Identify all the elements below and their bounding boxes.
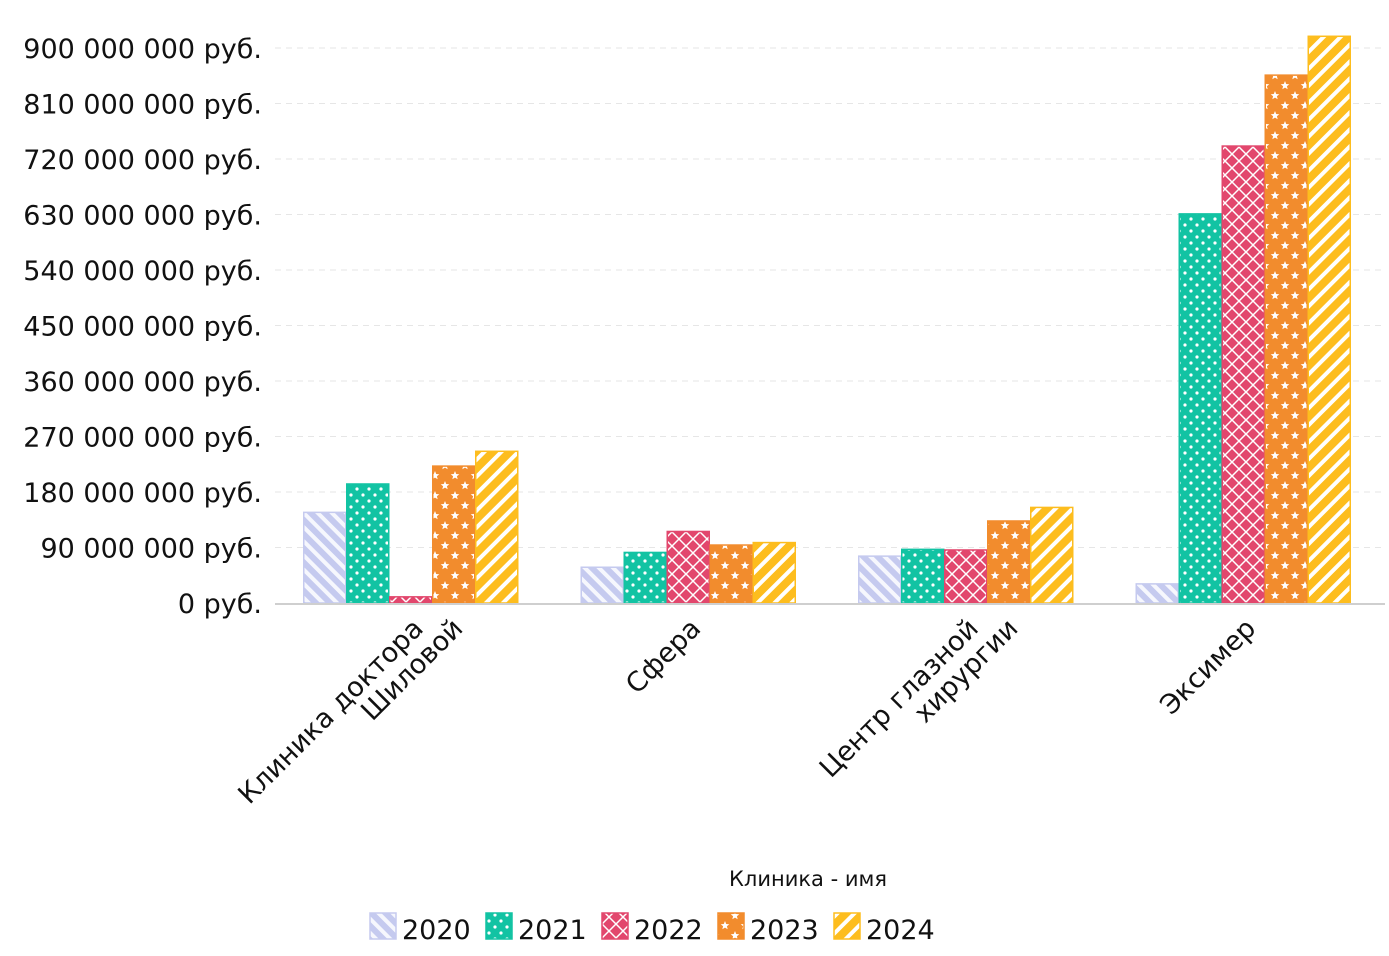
y-tick-label: 360 000 000 руб. bbox=[23, 367, 262, 398]
legend-item-2023[interactable]: 2023 bbox=[717, 912, 819, 946]
bar-2020-cat-1 bbox=[580, 566, 624, 604]
category-label: Эксимер bbox=[1154, 613, 1262, 721]
bar-2023-cat-0 bbox=[432, 465, 476, 604]
category-label-line: Эксимер bbox=[1154, 613, 1262, 721]
category-label-line: Сфера bbox=[620, 613, 707, 700]
bar-2022-cat-1 bbox=[666, 530, 710, 604]
legend-swatch bbox=[485, 912, 513, 940]
y-tick-label: 630 000 000 руб. bbox=[23, 201, 262, 232]
category-label-line: Клиника доктора bbox=[232, 613, 429, 810]
y-tick-label: 180 000 000 руб. bbox=[23, 478, 262, 509]
bar-2022-cat-0 bbox=[389, 596, 433, 604]
y-tick-label: 540 000 000 руб. bbox=[23, 256, 262, 287]
legend: 2020 2021 2022 2023 2024 bbox=[369, 912, 935, 946]
y-axis-tick-labels: 0 руб. 90 000 000 руб. 180 000 000 руб. 270… bbox=[23, 34, 262, 620]
bar-2021-cat-3 bbox=[1178, 213, 1222, 604]
bar-2022-cat-3 bbox=[1221, 145, 1265, 604]
legend-swatch bbox=[833, 912, 861, 940]
legend-item-2022[interactable]: 2022 bbox=[601, 912, 703, 946]
y-tick-label: 720 000 000 руб. bbox=[23, 145, 262, 176]
legend-swatch bbox=[717, 912, 745, 940]
bar-2021-cat-1 bbox=[623, 551, 667, 604]
bar-2022-cat-2 bbox=[944, 549, 988, 604]
legend-item-2024[interactable]: 2024 bbox=[833, 912, 935, 946]
bar-2024-cat-0 bbox=[475, 450, 519, 604]
legend-swatch bbox=[369, 912, 397, 940]
legend-label: 2022 bbox=[634, 915, 703, 946]
y-tick-label: 810 000 000 руб. bbox=[23, 90, 262, 121]
legend-label: 2020 bbox=[402, 915, 471, 946]
bar-2024-cat-1 bbox=[752, 541, 796, 604]
bar-2023-cat-2 bbox=[987, 520, 1031, 604]
y-tick-label: 450 000 000 руб. bbox=[23, 312, 262, 343]
bar-2020-cat-2 bbox=[858, 555, 902, 604]
bar-2023-cat-3 bbox=[1264, 74, 1308, 604]
y-tick-label: 90 000 000 руб. bbox=[40, 534, 262, 565]
bar-2024-cat-2 bbox=[1030, 506, 1074, 604]
legend-swatch bbox=[601, 912, 629, 940]
legend-item-2021[interactable]: 2021 bbox=[485, 912, 587, 946]
legend-label: 2023 bbox=[750, 915, 819, 946]
category-label: Сфера bbox=[620, 613, 707, 700]
bars bbox=[303, 35, 1351, 604]
y-tick-label: 0 руб. bbox=[178, 589, 262, 620]
bar-2023-cat-1 bbox=[709, 544, 753, 604]
bar-2024-cat-3 bbox=[1307, 35, 1351, 604]
legend-label: 2024 bbox=[866, 915, 935, 946]
bar-2021-cat-2 bbox=[901, 548, 945, 604]
x-axis-title: Клиника - имя bbox=[729, 867, 887, 891]
bar-2020-cat-0 bbox=[303, 511, 347, 604]
y-tick-label: 900 000 000 руб. bbox=[23, 34, 262, 65]
y-tick-label: 270 000 000 руб. bbox=[23, 423, 262, 454]
legend-item-2020[interactable]: 2020 bbox=[369, 912, 471, 946]
legend-label: 2021 bbox=[518, 915, 587, 946]
bar-2021-cat-0 bbox=[346, 483, 390, 604]
bar-2020-cat-3 bbox=[1135, 583, 1179, 604]
